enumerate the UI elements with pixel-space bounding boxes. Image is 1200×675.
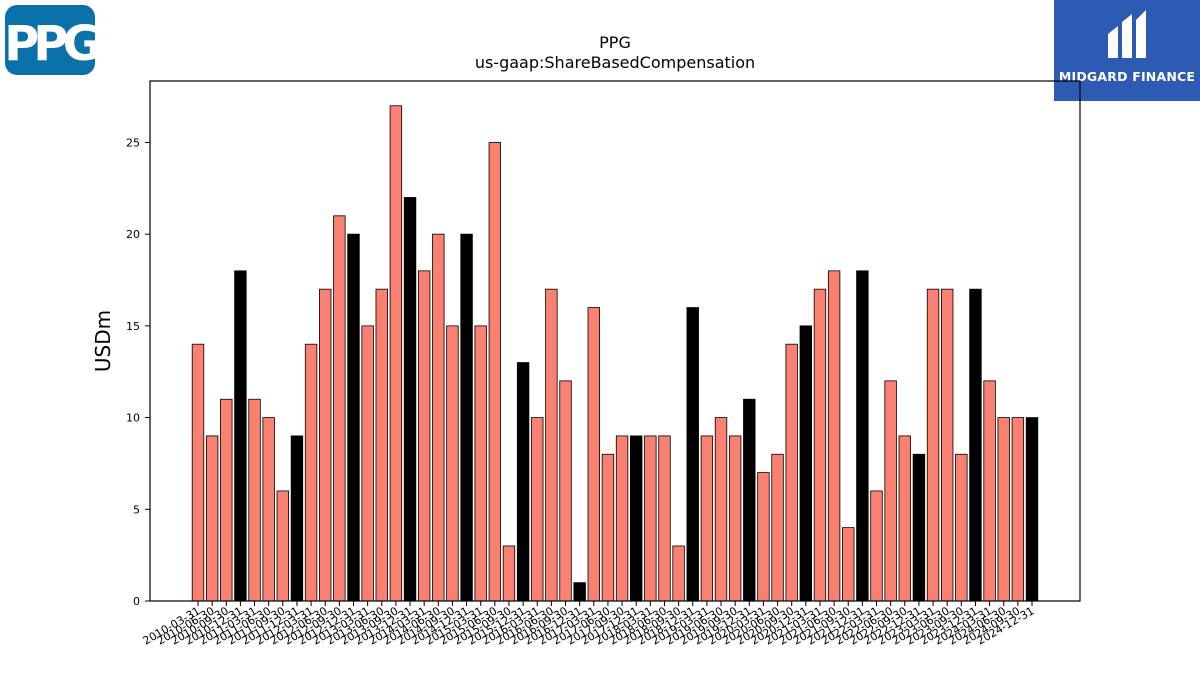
bar-2023-06-30 xyxy=(940,288,954,602)
bar-2021-06-30 xyxy=(827,270,841,602)
bar-2015-09-30 xyxy=(502,545,516,602)
y-tick-label: 20 xyxy=(126,228,140,241)
y-tick-label: 0 xyxy=(133,595,140,608)
bar-2012-03-31 xyxy=(304,343,318,602)
plot-frame xyxy=(149,80,1081,602)
bar-2020-09-30 xyxy=(785,343,798,602)
y-tick-label: 5 xyxy=(133,503,140,516)
bar-2024-06-30 xyxy=(997,417,1010,602)
bar-2019-03-31 xyxy=(700,435,714,602)
chart-subtitle: us-gaap:ShareBasedCompensation xyxy=(475,53,755,72)
bar-2016-03-31 xyxy=(531,417,544,602)
midgard-finance-wordmark: MIDGARD FINANCE xyxy=(1058,69,1196,84)
bar-2013-03-31 xyxy=(361,325,374,602)
bar-2018-09-30 xyxy=(672,545,685,602)
bar-2019-06-30 xyxy=(714,417,728,602)
bar-2018-06-30 xyxy=(658,435,671,602)
bar-2015-12-31 xyxy=(516,362,530,602)
bar-2022-12-31 xyxy=(912,453,926,602)
bar-2021-03-31 xyxy=(813,288,827,602)
bar-2020-12-31 xyxy=(799,325,813,602)
bar-2019-12-31 xyxy=(743,398,756,602)
bar-2013-06-30 xyxy=(375,288,388,602)
bar-2023-03-31 xyxy=(926,288,940,602)
bar-2024-12-31 xyxy=(1025,417,1039,602)
y-tick-label: 15 xyxy=(126,320,140,333)
bar-2022-06-30 xyxy=(884,380,897,602)
bar-2016-09-30 xyxy=(559,380,572,602)
bar-2011-06-30 xyxy=(262,417,275,602)
bar-2014-03-31 xyxy=(417,270,431,602)
bar-2017-09-30 xyxy=(615,435,629,602)
bar-2019-09-30 xyxy=(728,435,742,602)
bar-2020-03-31 xyxy=(757,472,770,602)
bar-2013-09-30 xyxy=(389,105,403,602)
bar-2024-03-31 xyxy=(983,380,996,602)
svg-text:PPG: PPG xyxy=(5,16,95,72)
y-tick-label: 25 xyxy=(126,136,140,149)
bar-2020-06-30 xyxy=(771,453,784,602)
bar-2023-12-31 xyxy=(969,288,982,602)
bar-2011-09-30 xyxy=(276,490,290,602)
bar-2011-12-31 xyxy=(290,435,304,602)
midgard-finance-logo: MIDGARD FINANCE xyxy=(1054,0,1200,101)
bar-2023-09-30 xyxy=(955,453,968,602)
bar-2017-03-31 xyxy=(587,307,600,602)
bar-2015-06-30 xyxy=(488,142,502,602)
bar-2010-03-31 xyxy=(191,343,205,602)
bar-2014-06-30 xyxy=(432,233,445,602)
bar-2022-09-30 xyxy=(898,435,911,602)
bar-2024-09-30 xyxy=(1011,417,1025,602)
bar-2017-06-30 xyxy=(601,453,615,602)
bar-2022-03-31 xyxy=(870,490,883,602)
bar-2015-03-31 xyxy=(474,325,487,602)
bar-2016-06-30 xyxy=(545,288,558,602)
y-tick-label: 10 xyxy=(126,412,140,425)
bar-2010-06-30 xyxy=(205,435,219,602)
bar-2012-09-30 xyxy=(333,215,346,602)
bar-2012-06-30 xyxy=(319,288,332,602)
bar-2021-12-31 xyxy=(856,270,869,602)
bar-2011-03-31 xyxy=(248,398,261,602)
bar-2013-12-31 xyxy=(403,197,417,602)
bar-2014-09-30 xyxy=(446,325,459,602)
bar-2014-12-31 xyxy=(460,233,473,602)
bar-2010-09-30 xyxy=(220,398,233,602)
bar-2017-12-31 xyxy=(630,435,643,602)
bar-2021-09-30 xyxy=(842,527,855,602)
y-axis-ticks: 0 5 10 15 20 25 xyxy=(126,136,150,608)
bar-2010-12-31 xyxy=(234,270,247,602)
bar-2018-12-31 xyxy=(686,307,699,602)
bar-2016-12-31 xyxy=(573,582,586,602)
y-axis-label: USDm xyxy=(91,310,115,372)
bars-group xyxy=(191,105,1039,602)
bar-2012-12-31 xyxy=(347,233,360,602)
bar-2018-03-31 xyxy=(644,435,657,602)
x-axis-ticks: 2010-03-312010-06-302010-09-302010-12-31… xyxy=(141,601,1037,648)
chart-title: PPG xyxy=(599,33,631,52)
ppg-logo: PPG xyxy=(5,5,95,75)
